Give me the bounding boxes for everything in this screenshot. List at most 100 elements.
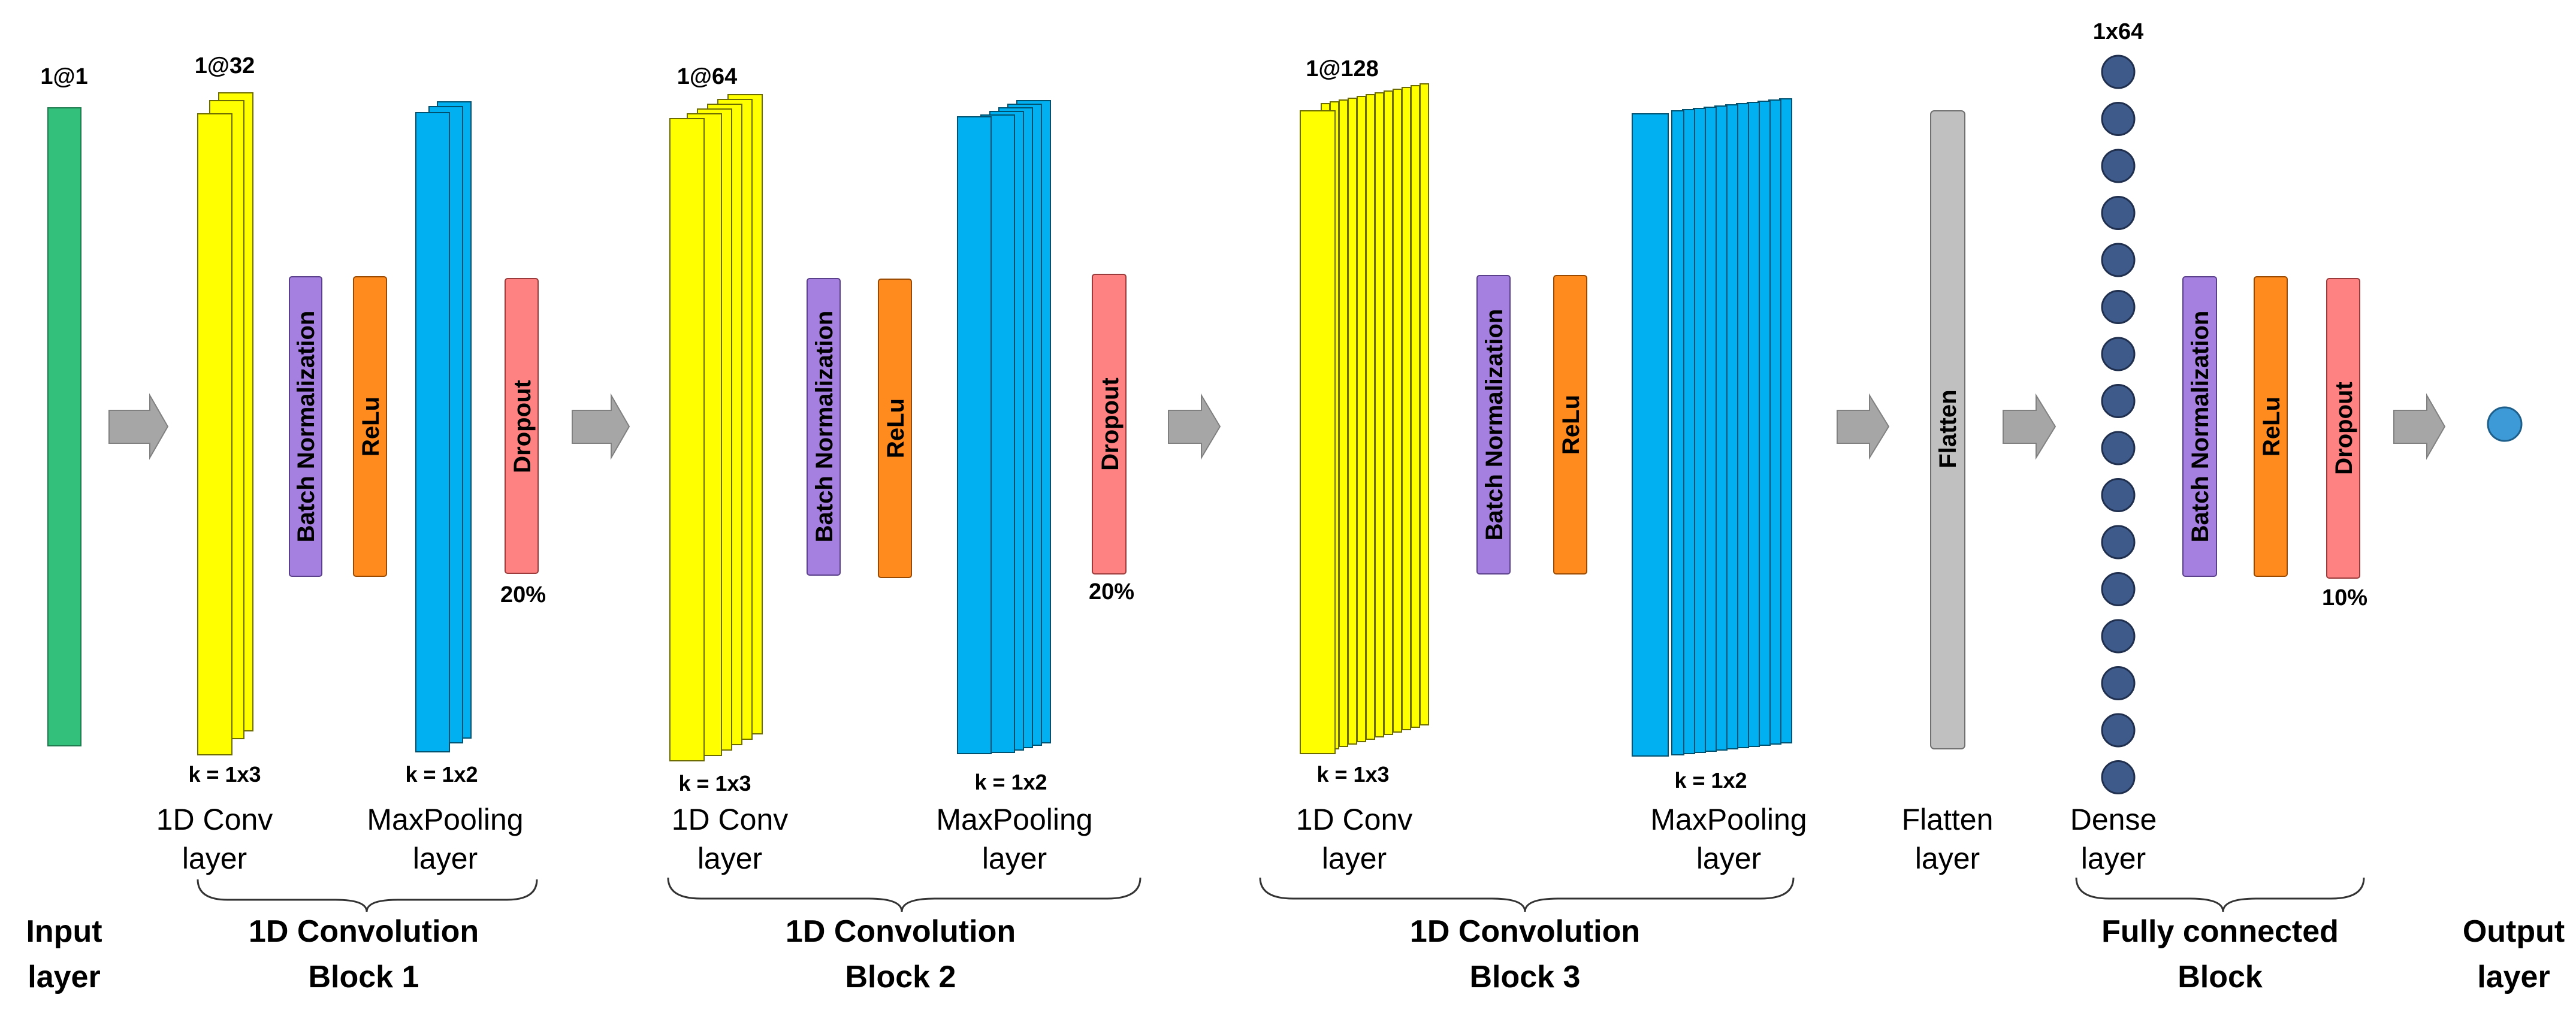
conv-layer-label-1: 1D Conv [672, 803, 789, 836]
dropout-layer [2326, 278, 2360, 579]
dropout-rate: 20% [500, 582, 546, 607]
input-layer-bar [47, 107, 81, 746]
dense-node [2101, 713, 2136, 748]
dense-node [2101, 243, 2136, 277]
batchnorm-label: Batch Normalization [811, 311, 838, 543]
pool-layer-label-1: MaxPooling [1650, 803, 1807, 836]
pool-layer-stack [415, 101, 472, 752]
conv-layer-label-1: 1D Conv [1296, 803, 1413, 836]
conv-shape: 1@32 [195, 53, 255, 78]
batchnorm-layer [807, 278, 841, 576]
relu-layer [353, 276, 387, 577]
conv-layer-stack [669, 94, 763, 761]
conv-shape: 1@64 [677, 64, 737, 89]
dense-node [2101, 102, 2136, 136]
conv-layer-label-2: layer [697, 842, 762, 875]
conv-layer-stack [1300, 83, 1429, 754]
flatten-layer [1930, 110, 1965, 749]
dense-shape: 1x64 [2093, 19, 2144, 44]
pool-kernel: k = 1x2 [405, 762, 478, 787]
dense-node [2101, 290, 2136, 324]
block-title-1: 1D Convolution [786, 914, 1016, 949]
dropout-label: Dropout [1097, 377, 1124, 471]
pool-kernel: k = 1x2 [974, 770, 1047, 794]
conv-block-2: 1@64 k = 1x3 Batch Normalization ReLu k … [667, 64, 1141, 994]
flow-arrow [1837, 393, 1890, 460]
dense-node-column [2101, 55, 2136, 794]
relu-layer [1553, 275, 1587, 574]
dense-node [2101, 431, 2136, 465]
block-title-2: Block 1 [309, 960, 419, 994]
conv-layer-label-2: layer [1322, 842, 1387, 875]
conv-kernel: k = 1x3 [1316, 762, 1389, 787]
dense-layer-label-1: Dense [2070, 803, 2157, 836]
dropout-layer [505, 278, 539, 574]
dense-node [2101, 619, 2136, 654]
dense-layer-label-2: layer [2081, 842, 2146, 875]
batchnorm-label: Batch Normalization [1481, 309, 1508, 541]
flatten-layer-label-2: layer [1915, 842, 1980, 875]
output-label-1: Output [2463, 914, 2565, 949]
relu-label: ReLu [883, 398, 909, 458]
block-title-2: Block 3 [1470, 960, 1581, 994]
batchnorm-layer [2182, 276, 2217, 577]
flatten-text: Flatten [1935, 389, 1961, 468]
relu-layer [2254, 276, 2288, 577]
batchnorm-label: Batch Normalization [2187, 311, 2213, 543]
relu-label: ReLu [358, 397, 384, 456]
block-title-1: 1D Convolution [1410, 914, 1640, 949]
flow-arrow [108, 393, 169, 460]
output-node [2487, 406, 2523, 442]
dense-node [2101, 337, 2136, 371]
input-shape: 1@1 [40, 64, 87, 89]
flatten-layer-label-1: Flatten [1902, 803, 1994, 836]
dropout-rate: 20% [1089, 579, 1134, 604]
pool-layer-label-2: layer [982, 842, 1047, 875]
dropout-label: Dropout [509, 380, 536, 473]
conv-block-3: 1@128 k = 1x3 Batch Normalization ReLu k… [1259, 56, 1807, 994]
flow-arrow [572, 393, 630, 460]
input-label-2: layer [28, 960, 100, 994]
input-label-1: Input [26, 914, 102, 949]
flow-arrow [2003, 393, 2056, 460]
dense-node [2101, 760, 2136, 794]
block-brace [2075, 877, 2365, 912]
block-brace [667, 877, 1141, 912]
dense-node [2101, 666, 2136, 700]
block-title-2: Block [2178, 960, 2263, 994]
conv-layer-label-1: 1D Conv [156, 803, 273, 836]
block-brace [197, 879, 538, 912]
conv-layer-stack [197, 92, 253, 755]
output-label-2: layer [2477, 960, 2550, 994]
conv-shape: 1@128 [1306, 56, 1379, 81]
dense-node [2101, 478, 2136, 512]
dense-node [2101, 572, 2136, 606]
dropout-label: Dropout [2331, 382, 2357, 475]
relu-label: ReLu [1558, 395, 1584, 455]
pool-layer-label-1: MaxPooling [936, 803, 1092, 836]
pool-layer-label-2: layer [413, 842, 478, 875]
dense-node [2101, 525, 2136, 560]
pool-layer-label-2: layer [1696, 842, 1761, 875]
conv-kernel: k = 1x3 [188, 762, 261, 787]
batchnorm-layer [289, 276, 322, 577]
pool-layer-stack [957, 100, 1051, 754]
batchnorm-layer [1476, 275, 1511, 574]
conv-kernel: k = 1x3 [678, 771, 751, 796]
relu-layer [878, 279, 912, 578]
dense-node [2101, 55, 2136, 89]
dense-node [2101, 149, 2136, 183]
dropout-rate: 10% [2322, 585, 2367, 610]
fc-block: 1x64 Batch Normalization ReLu Dropout 10… [2070, 19, 2367, 994]
relu-label: ReLu [2258, 397, 2285, 456]
flow-arrow [1168, 393, 1221, 460]
dense-node [2101, 196, 2136, 230]
dropout-layer [1092, 274, 1127, 574]
pool-kernel: k = 1x2 [1674, 768, 1747, 793]
batchnorm-label: Batch Normalization [293, 311, 319, 543]
block-title-1: Fully connected [2101, 914, 2339, 949]
pool-layer-label-1: MaxPooling [367, 803, 523, 836]
block-title-2: Block 2 [845, 960, 956, 994]
pool-layer-stack [1632, 98, 1792, 757]
